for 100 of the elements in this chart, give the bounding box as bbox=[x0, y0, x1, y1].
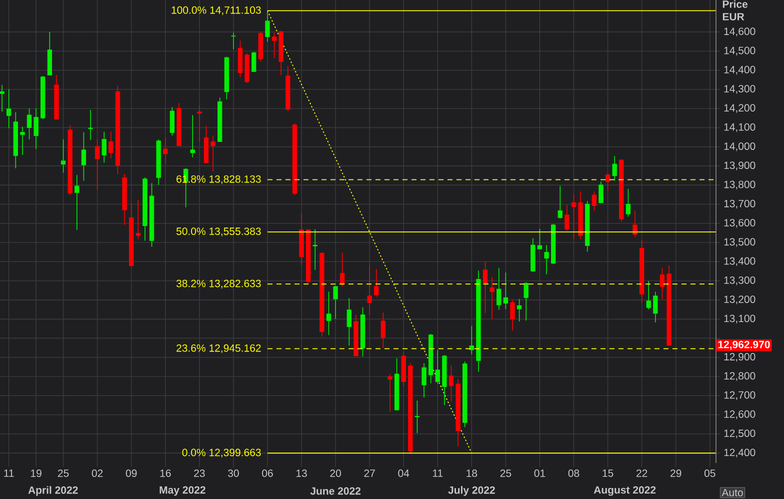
y-tick-label: 13,700 bbox=[724, 200, 756, 209]
candlestick bbox=[340, 252, 345, 287]
y-tick-label: 14,300 bbox=[724, 85, 756, 94]
candlestick bbox=[272, 32, 277, 59]
candlestick bbox=[469, 326, 474, 355]
y-axis-title: Price EUR bbox=[722, 0, 748, 20]
text: Auto bbox=[722, 488, 743, 496]
x-tick-label: 18 bbox=[466, 470, 478, 477]
text: April 2022 bbox=[28, 486, 78, 496]
y-tick-label: 14,000 bbox=[724, 142, 756, 152]
y-tick-label: 14,500 bbox=[724, 46, 756, 56]
y-tick-label: 12,600 bbox=[724, 410, 756, 420]
candlestick bbox=[6, 88, 12, 129]
y-tick-label: 14,400 bbox=[724, 66, 756, 75]
y-tick-label: 13,500 bbox=[724, 238, 756, 247]
x-tick-label: 25 bbox=[500, 470, 512, 477]
candlestick bbox=[88, 109, 93, 140]
x-tick-label: 05 bbox=[704, 470, 716, 477]
candlestick bbox=[60, 138, 66, 174]
candlestick bbox=[136, 200, 141, 240]
candlestick bbox=[102, 131, 106, 164]
candlestick bbox=[435, 349, 440, 384]
y-tick-label: 12,900 bbox=[724, 353, 756, 362]
candlestick bbox=[380, 312, 386, 349]
x-tick-label: 01 bbox=[534, 470, 546, 477]
candlestick bbox=[524, 282, 528, 321]
candlestick bbox=[265, 10, 270, 42]
x-tick-label: 15 bbox=[602, 470, 614, 477]
candlestick bbox=[598, 181, 604, 204]
candlestick bbox=[163, 137, 168, 164]
candlestick bbox=[312, 228, 318, 270]
y-tick-label: 13,100 bbox=[724, 314, 756, 324]
candlestick bbox=[34, 108, 38, 150]
x-tick-label: 25 bbox=[58, 470, 69, 477]
y-tick-label: 13,600 bbox=[724, 219, 756, 228]
text: 12,962.970 bbox=[718, 340, 770, 350]
candlestick bbox=[612, 156, 617, 182]
text: June 2022 bbox=[310, 487, 361, 495]
candlestick bbox=[490, 276, 494, 320]
x-tick-label: 16 bbox=[160, 470, 171, 477]
x-tick-label: 02 bbox=[92, 470, 103, 477]
x-tick-label: 20 bbox=[330, 470, 341, 477]
candlestick bbox=[558, 186, 562, 219]
x-tick-label: 11 bbox=[432, 470, 443, 477]
candlestick bbox=[367, 264, 372, 316]
y-tick-label: 12,800 bbox=[724, 372, 756, 381]
candlestick bbox=[482, 261, 488, 314]
ref-line-label: 23.6% 12,945.162 bbox=[176, 344, 261, 354]
y-tick-label: 13,900 bbox=[724, 162, 756, 170]
y-tick-label: 13,800 bbox=[724, 180, 756, 190]
x-tick-label: 22 bbox=[636, 470, 648, 477]
y-tick-label: 14,100 bbox=[724, 123, 756, 132]
candlestick bbox=[660, 267, 665, 300]
ref-line-label: 50.0% 13,555.383 bbox=[176, 228, 261, 236]
text: May 2022 bbox=[160, 486, 206, 496]
text: August 2022 bbox=[594, 486, 656, 496]
candlestick bbox=[94, 138, 100, 190]
y-tick-label: 12,500 bbox=[724, 430, 756, 438]
candlestick bbox=[571, 193, 576, 240]
candlestick bbox=[231, 32, 236, 50]
candlestick bbox=[653, 291, 658, 323]
candlestick bbox=[510, 300, 515, 331]
x-tick-label: 06 bbox=[262, 470, 273, 477]
candlestick bbox=[170, 106, 175, 136]
y-tick-label: 12,700 bbox=[724, 391, 756, 400]
x-tick-label: 19 bbox=[31, 470, 42, 477]
candlestick bbox=[564, 204, 570, 232]
x-tick-label: 11 bbox=[4, 470, 14, 477]
candlestick bbox=[190, 114, 195, 158]
x-tick-label: 04 bbox=[398, 470, 410, 477]
ref-line-label: 38.2% 13,282.633 bbox=[176, 280, 261, 288]
candlestick bbox=[108, 131, 114, 159]
text: July 2022 bbox=[448, 486, 495, 496]
candlestick bbox=[74, 174, 80, 230]
y-tick-label: 13,400 bbox=[724, 257, 756, 266]
candlestick bbox=[496, 268, 502, 310]
candlestick bbox=[646, 280, 651, 310]
x-tick-label: 27 bbox=[364, 470, 375, 477]
candlestick bbox=[346, 298, 352, 346]
y-tick-label: 14,200 bbox=[724, 104, 756, 113]
candlestick bbox=[210, 135, 216, 172]
ref-line-label: 100.0% 14,711.103 bbox=[172, 6, 261, 16]
candlestick bbox=[537, 228, 542, 250]
candlestick bbox=[252, 51, 256, 72]
candlestick bbox=[81, 132, 86, 182]
candlestick bbox=[422, 362, 426, 398]
y-tick-label: 14,600 bbox=[724, 28, 756, 36]
candlestick bbox=[20, 126, 25, 156]
x-tick-label: 08 bbox=[568, 470, 580, 477]
x-tick-label: 23 bbox=[194, 470, 205, 477]
candlestick bbox=[605, 172, 610, 192]
candlestick bbox=[388, 374, 392, 412]
candlestick bbox=[503, 272, 508, 310]
candlestick bbox=[592, 191, 597, 212]
y-tick-label: 12,400 bbox=[724, 448, 756, 458]
candlestick bbox=[197, 104, 202, 142]
x-tick-label: 09 bbox=[126, 470, 137, 477]
ref-line-label: 0.0% 12,399.663 bbox=[182, 448, 261, 458]
x-tick-label: 13 bbox=[296, 470, 307, 477]
candlestick bbox=[326, 291, 332, 336]
